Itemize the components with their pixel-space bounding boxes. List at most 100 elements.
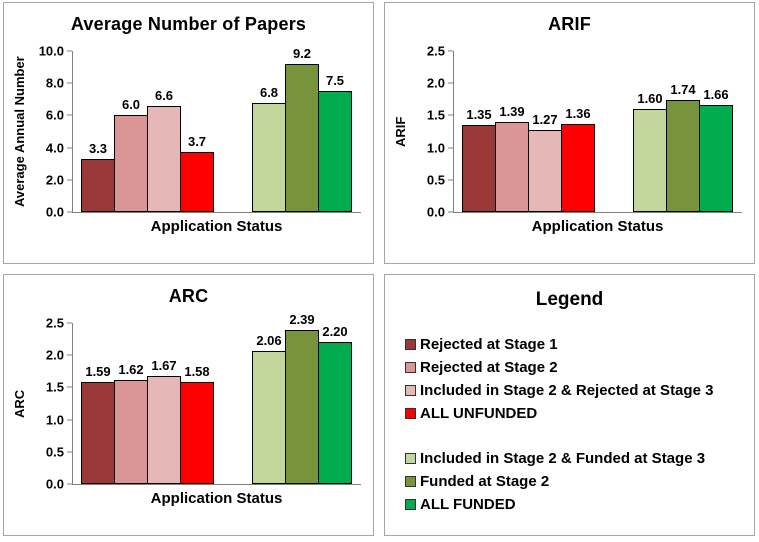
legend-swatch-icon bbox=[405, 385, 416, 396]
bar-value-label: 1.27 bbox=[532, 112, 558, 128]
bar-all-unfunded bbox=[180, 152, 214, 212]
y-tick-8.0: 8.0 bbox=[46, 76, 72, 91]
bar-included-in-stage-2-funded-at-stage-3 bbox=[633, 108, 667, 212]
bar-value-label: 1.62 bbox=[118, 361, 144, 377]
bar-value-label: 9.2 bbox=[292, 45, 312, 61]
bar-rejected-at-stage-1 bbox=[462, 125, 496, 212]
bar-value-label: 1.67 bbox=[151, 358, 177, 374]
y-tick-2.0: 2.0 bbox=[46, 172, 72, 187]
y-tick-2.0: 2.0 bbox=[427, 76, 453, 91]
chart-title-arif: ARIF bbox=[548, 14, 591, 34]
y-tick-label: 2.5 bbox=[45, 315, 64, 331]
legend-item-funded-at-stage-2: Funded at Stage 2 bbox=[405, 470, 754, 493]
bar-included-in-stage-2-rejected-at-stage-3 bbox=[147, 105, 181, 212]
bar-all-funded bbox=[318, 342, 352, 484]
bar-value-label: 1.60 bbox=[637, 90, 663, 106]
y-axis-ticks: 10.0 8.0 6.0 4.0 2.0 0.0 bbox=[30, 44, 72, 220]
bar-value-label: 3.3 bbox=[88, 140, 108, 156]
plot-row: 2.5 2.0 1.5 1.0 0.5 0.0 1.35 1.39 1.27 1.36 1.60 1… bbox=[411, 44, 742, 220]
y-tick-label: 10.0 bbox=[38, 43, 64, 59]
bar-rejected-at-stage-2 bbox=[114, 115, 148, 212]
bar-all-funded bbox=[318, 91, 352, 212]
y-tick-6.0: 6.0 bbox=[46, 108, 72, 123]
bar-funded-at-stage-2 bbox=[666, 99, 700, 212]
bar-slot-rejected-at-stage-1: 3.3 bbox=[81, 51, 115, 212]
bar-value-label: 6.6 bbox=[154, 87, 174, 103]
y-tick-mark bbox=[67, 419, 72, 421]
y-tick-0.5: 0.5 bbox=[46, 444, 72, 459]
y-tick-label: 0.5 bbox=[45, 444, 64, 460]
bar-all-unfunded bbox=[561, 124, 595, 212]
bar-value-label: 1.35 bbox=[466, 107, 492, 123]
bar-slot-rejected-at-stage-2: 6.0 bbox=[114, 51, 148, 212]
y-tick-0.0: 0.0 bbox=[427, 205, 453, 220]
plot-area: 1.59 1.62 1.67 1.58 2.06 2.39 2.20 bbox=[72, 312, 361, 485]
y-tick-0.0: 0.0 bbox=[46, 205, 72, 220]
y-tick-1.5: 1.5 bbox=[427, 108, 453, 123]
y-tick-label: 8.0 bbox=[45, 75, 64, 91]
x-axis-title: Application Status bbox=[150, 490, 283, 507]
y-tick-mark bbox=[67, 114, 72, 116]
x-axis-title: Application Status bbox=[150, 218, 283, 235]
arc-chart-panel: ARC ARC 2.5 2.0 1.5 1.0 0.5 0.0 1.59 1.62 1.67 1… bbox=[3, 274, 374, 536]
bar-value-label: 1.36 bbox=[565, 106, 591, 122]
bar-slot-all-funded: 2.20 bbox=[318, 323, 352, 484]
bar-slot-all-unfunded: 3.7 bbox=[180, 51, 214, 212]
plot-row: 10.0 8.0 6.0 4.0 2.0 0.0 3.3 6.0 6.6 3.7 6.8 9.2 7.… bbox=[30, 44, 361, 220]
y-tick-mark bbox=[67, 50, 72, 52]
y-tick-label: 4.0 bbox=[45, 140, 64, 156]
y-tick-1.0: 1.0 bbox=[46, 412, 72, 427]
y-tick-10.0: 10.0 bbox=[39, 44, 72, 59]
plot-area: 1.35 1.39 1.27 1.36 1.60 1.74 1.66 bbox=[453, 51, 742, 213]
legend-swatch-icon bbox=[405, 453, 416, 464]
legend-item-label: Rejected at Stage 1 bbox=[420, 336, 558, 353]
y-tick-label: 0.0 bbox=[426, 204, 445, 220]
bar-all-unfunded bbox=[180, 382, 214, 484]
legend-item-rejected-at-stage-1: Rejected at Stage 1 bbox=[405, 333, 754, 356]
y-tick-label: 6.0 bbox=[45, 107, 64, 123]
legend-swatch-icon bbox=[405, 476, 416, 487]
bar-slot-rejected-at-stage-1: 1.35 bbox=[462, 51, 496, 212]
bar-included-in-stage-2-rejected-at-stage-3 bbox=[528, 130, 562, 212]
legend-swatch-icon bbox=[405, 408, 416, 419]
y-tick-mark bbox=[67, 211, 72, 213]
bar-slot-included-in-stage-2-funded-at-stage-3: 2.06 bbox=[252, 323, 286, 484]
bar-slot-included-in-stage-2-rejected-at-stage-3: 1.27 bbox=[528, 51, 562, 212]
bar-value-label: 7.5 bbox=[325, 73, 345, 89]
y-tick-mark bbox=[67, 451, 72, 453]
y-tick-mark bbox=[67, 82, 72, 84]
y-tick-0.5: 0.5 bbox=[427, 172, 453, 187]
legend-swatch-icon bbox=[405, 339, 416, 350]
legend-item-included-in-stage-2-funded-at-stage-3: Included in Stage 2 & Funded at Stage 3 bbox=[405, 447, 754, 470]
legend-item-rejected-at-stage-2: Rejected at Stage 2 bbox=[405, 356, 754, 379]
y-tick-0.0: 0.0 bbox=[46, 477, 72, 492]
bar-slot-all-funded: 7.5 bbox=[318, 51, 352, 212]
y-tick-label: 2.0 bbox=[426, 75, 445, 91]
y-axis-title: ARC bbox=[12, 389, 27, 418]
bar-value-label: 1.74 bbox=[670, 81, 696, 97]
bar-value-label: 6.0 bbox=[121, 97, 141, 113]
legend-item-label: Rejected at Stage 2 bbox=[420, 359, 558, 376]
legend-item-all-unfunded: ALL UNFUNDED bbox=[405, 402, 754, 425]
chart-title-arc: ARC bbox=[168, 286, 209, 306]
legend-item-label: ALL FUNDED bbox=[420, 496, 516, 513]
plot-column: 2.5 2.0 1.5 1.0 0.5 0.0 1.59 1.62 1.67 1.58 2.06 2… bbox=[30, 312, 361, 507]
papers-chart-panel: Average Number of Papers Average Annual … bbox=[3, 2, 374, 264]
y-tick-mark bbox=[67, 354, 72, 356]
legend-swatch-icon bbox=[405, 499, 416, 510]
plot-area: 3.3 6.0 6.6 3.7 6.8 9.2 7.5 bbox=[72, 46, 361, 213]
bar-included-in-stage-2-funded-at-stage-3 bbox=[252, 351, 286, 484]
bar-value-label: 3.7 bbox=[187, 134, 207, 150]
y-tick-label: 2.5 bbox=[426, 43, 445, 59]
y-tick-label: 0.5 bbox=[426, 172, 445, 188]
y-tick-label: 0.0 bbox=[45, 476, 64, 492]
y-tick-label: 1.5 bbox=[426, 107, 445, 123]
legend-swatch-icon bbox=[405, 362, 416, 373]
bar-all-funded bbox=[699, 105, 733, 212]
bar-slot-included-in-stage-2-rejected-at-stage-3: 6.6 bbox=[147, 51, 181, 212]
y-tick-mark bbox=[448, 211, 453, 213]
y-tick-mark bbox=[448, 179, 453, 181]
plot-column: 10.0 8.0 6.0 4.0 2.0 0.0 3.3 6.0 6.6 3.7 6.8 9.2 7.… bbox=[30, 44, 361, 235]
bar-value-label: 1.58 bbox=[184, 364, 210, 380]
